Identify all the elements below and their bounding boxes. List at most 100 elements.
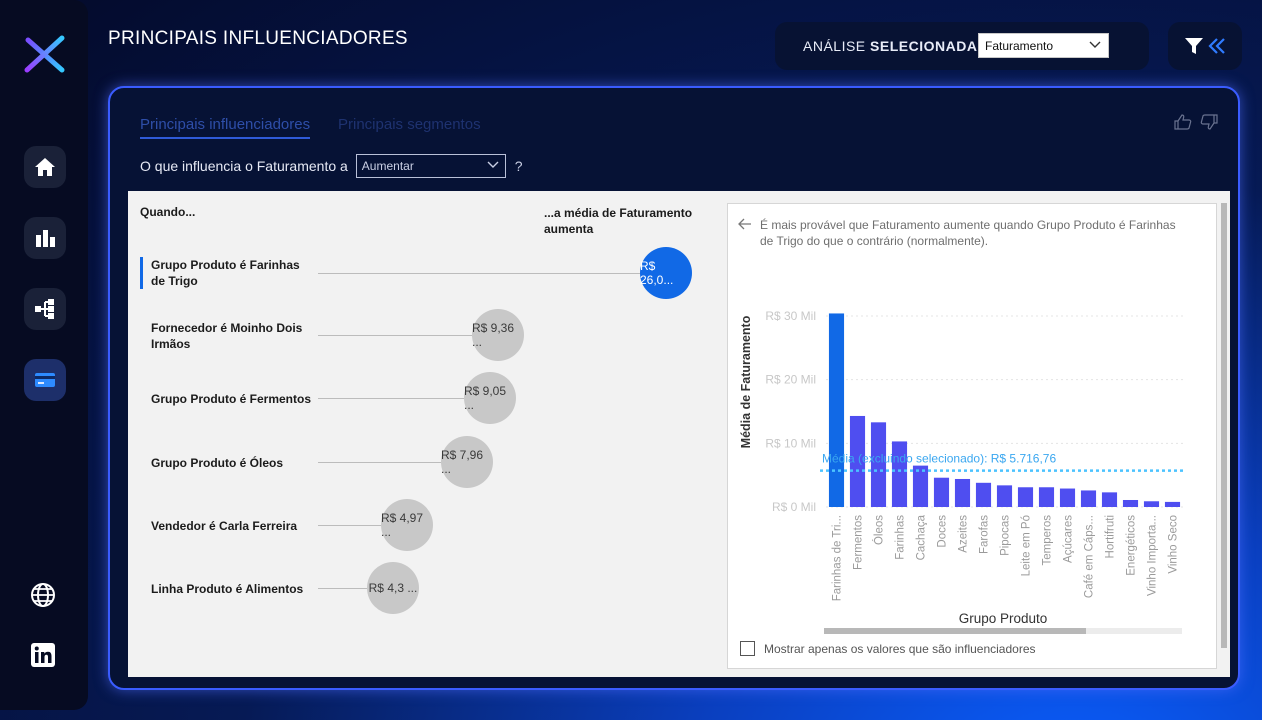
influencer-label: Vendedor é Carla Ferreira — [151, 519, 298, 533]
back-arrow-icon[interactable] — [738, 218, 752, 230]
bar — [1101, 492, 1118, 507]
y-tick-label: R$ 0 Mil — [772, 500, 816, 514]
bar — [996, 485, 1013, 507]
visual-canvas: Quando... ...a média de Faturamento aume… — [128, 191, 1230, 677]
tab-key-influencers[interactable]: Principais influenciadores — [140, 116, 311, 139]
x-tick-label: Café em Cáps... — [1084, 515, 1096, 598]
x-tick-label: Farinhas de Tri... — [832, 515, 844, 601]
thumbs-down-icon[interactable] — [1200, 114, 1218, 130]
bar — [1122, 499, 1139, 507]
x-tick-label: Hortifruti — [1105, 515, 1117, 558]
sidebar — [0, 0, 88, 710]
bar — [1017, 487, 1034, 507]
influencer-value-bubble[interactable]: R$ 4,97 ... — [381, 499, 433, 551]
nav-home-button[interactable] — [24, 146, 66, 188]
linkedin-button[interactable] — [28, 640, 58, 670]
analysis-dropdown-value: Faturamento — [985, 39, 1054, 53]
bar — [828, 313, 845, 507]
influencer-row[interactable]: Fornecedor é Moinho Dois Irmãos R$ 9,36 .… — [128, 309, 708, 374]
nav-decomposition-button[interactable] — [24, 288, 66, 330]
nav-charts-button[interactable] — [24, 217, 66, 259]
vertical-scrollbar[interactable] — [1221, 203, 1227, 648]
bar — [1164, 501, 1181, 507]
question-prefix: O que influencia o Faturamento a — [140, 158, 348, 174]
globe-button[interactable] — [28, 580, 58, 610]
x-tick-label: Açúcares — [1063, 515, 1075, 563]
bar — [933, 477, 950, 507]
x-tick-label: Energéticos — [1126, 515, 1138, 576]
influencer-connector-line — [318, 462, 441, 463]
tab-top-segments[interactable]: Principais segmentos — [338, 116, 481, 133]
checkbox-label: Mostrar apenas os valores que são influe… — [764, 641, 1036, 656]
influencer-value-bubble[interactable]: R$ 9,36 ... — [472, 309, 524, 361]
influencer-connector-line — [318, 588, 367, 589]
influencer-connector-line — [318, 398, 464, 399]
decomposition-tree-icon — [35, 299, 54, 319]
influencer-only-toggle[interactable]: Mostrar apenas os valores que são influe… — [740, 641, 1036, 656]
checkbox[interactable] — [740, 641, 755, 656]
chevron-down-icon — [487, 161, 499, 168]
bar — [1038, 487, 1055, 507]
influencer-value-bubble[interactable]: R$ 26,0... — [640, 247, 692, 299]
key-influencers-panel: Principais influenciadores Principais se… — [108, 86, 1240, 690]
influencer-row[interactable]: Vendedor é Carla Ferreira R$ 4,97 ... — [128, 499, 708, 564]
influencer-value-bubble[interactable]: R$ 4,3 ... — [367, 562, 419, 614]
x-tick-label: Azeites — [958, 515, 970, 553]
x-tick-label: Cachaça — [916, 514, 928, 560]
x-tick-label: Pipocas — [1000, 515, 1012, 556]
average-column-header: ...a média de Faturamento aumenta — [544, 206, 693, 236]
analysis-selector: ANÁLISE SELECIONADA: Faturamento — [775, 22, 1149, 70]
x-tick-label: Leite em Pó — [1021, 515, 1033, 576]
x-tick-label: Farinhas — [895, 515, 907, 560]
x-tick-label: Doces — [937, 515, 949, 548]
page-title: PRINCIPAIS INFLUENCIADORES — [108, 28, 408, 49]
y-tick-label: R$ 30 Mil — [765, 309, 816, 323]
analysis-dropdown[interactable]: Faturamento — [978, 33, 1109, 58]
x-tick-label: Temperos — [1042, 515, 1054, 566]
filter-icon — [1185, 38, 1203, 54]
direction-dropdown-value: Aumentar — [361, 159, 414, 173]
influencer-row[interactable]: Grupo Produto é Óleos R$ 7,96 ... — [128, 436, 708, 501]
x-tick-label: Óleos — [873, 515, 886, 545]
card-icon — [35, 373, 55, 387]
analysis-label: ANÁLISE SELECIONADA: — [803, 38, 983, 54]
bar — [1143, 501, 1160, 507]
chevron-down-icon — [1089, 41, 1101, 48]
average-reference-label: Média (excluindo selecionado): R$ 5.716,… — [822, 452, 1056, 466]
influencer-connector-line — [318, 525, 381, 526]
influencer-row[interactable]: Grupo Produto é Farinhas de Trigo R$ 26,0… — [128, 247, 708, 311]
y-tick-label: R$ 20 Mil — [765, 373, 816, 387]
influencer-label: Grupo Produto é Óleos — [151, 456, 284, 470]
nav-influencers-button[interactable] — [24, 359, 66, 401]
y-axis-title: Média de Faturamento — [739, 315, 753, 448]
bar-chart-icon — [36, 230, 55, 247]
feedback-buttons — [1174, 114, 1218, 130]
influencer-value-bubble[interactable]: R$ 7,96 ... — [441, 436, 493, 488]
bar — [849, 415, 866, 507]
detail-explanation: É mais provável que Faturamento aumente … — [760, 218, 1176, 248]
influencer-detail-card: É mais provável que Faturamento aumente … — [727, 203, 1217, 669]
influencer-connector-line — [318, 335, 472, 336]
bar — [954, 478, 971, 507]
influencer-row[interactable]: Linha Produto é Alimentos R$ 4,3 ... — [128, 562, 708, 627]
influencer-connector-line — [318, 273, 640, 274]
direction-dropdown[interactable]: Aumentar — [355, 154, 506, 178]
influencer-row[interactable]: Grupo Produto é Fermentos R$ 9,05 ... — [128, 372, 708, 437]
globe-icon — [31, 583, 55, 607]
filter-panel-button[interactable] — [1168, 22, 1242, 70]
y-tick-label: R$ 10 Mil — [765, 436, 816, 450]
bar — [870, 422, 887, 507]
x-tick-label: Vinho Importa... — [1147, 515, 1159, 596]
influencer-value-bubble[interactable]: R$ 9,05 ... — [464, 372, 516, 424]
bar — [912, 465, 929, 507]
x-tick-label: Vinho Seco — [1168, 515, 1180, 574]
double-chevron-left-icon — [1208, 38, 1225, 54]
influencer-label: Fornecedor é Moinho Dois Irmãos — [151, 321, 303, 351]
x-tick-label: Farofas — [979, 515, 991, 554]
question-mark: ? — [514, 158, 523, 174]
bar-chart: R$ 30 Mil R$ 20 Mil R$ 10 Mil R$ 0 Mil Farin… — [739, 309, 1183, 634]
home-icon — [35, 158, 55, 176]
horizontal-scrollbar-thumb[interactable] — [824, 628, 1086, 634]
bar — [1080, 490, 1097, 507]
thumbs-up-icon[interactable] — [1174, 114, 1192, 130]
